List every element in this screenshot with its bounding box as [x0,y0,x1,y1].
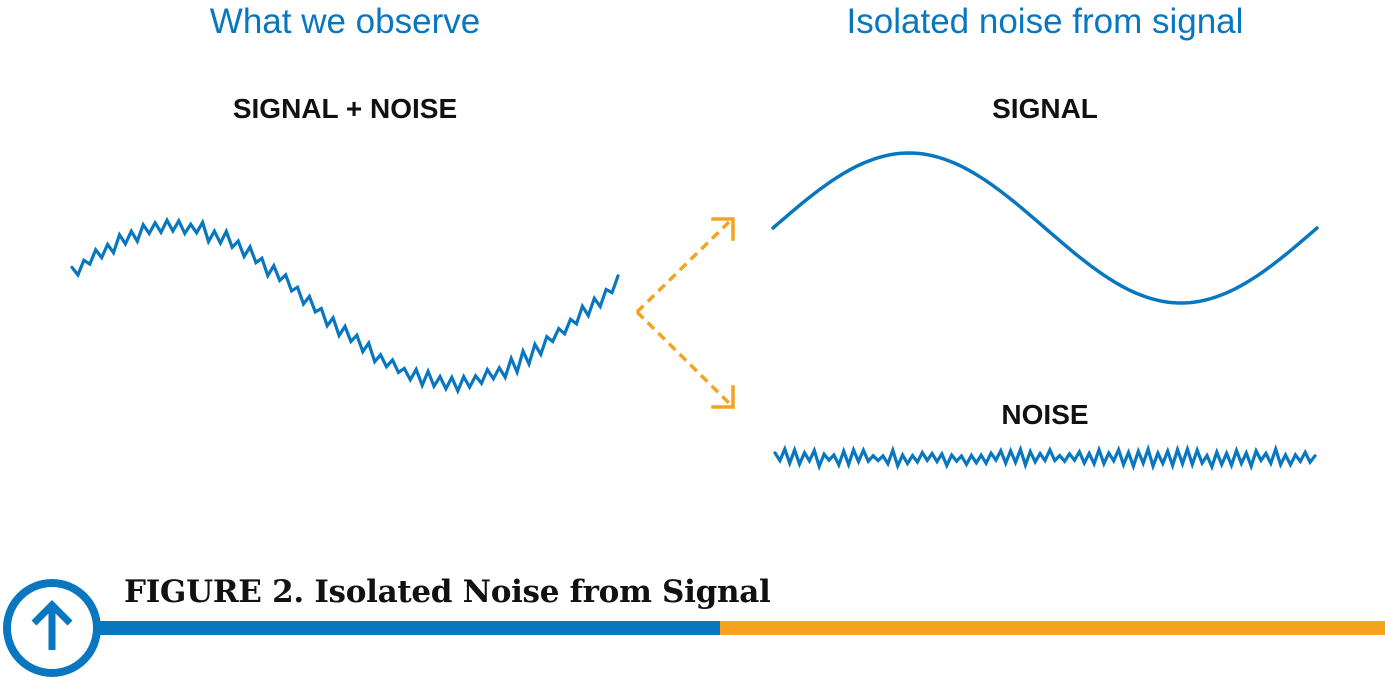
arrow-to-signal [635,220,731,314]
combined-wave [70,216,620,395]
arrow-to-noise [635,310,731,405]
arrow-to-noise-head [711,385,735,409]
noise-wave [773,443,1317,472]
label-signal: SIGNAL [992,93,1098,124]
figure-caption: FIGURE 2. Isolated Noise from Signal [124,574,771,610]
heading-what-we-observe: What we observe [209,2,481,41]
dashed-split-arrows-icon [635,217,735,409]
label-noise: NOISE [1001,399,1089,430]
signal-wave [771,151,1319,305]
label-signal-plus-noise: SIGNAL + NOISE [232,93,458,124]
up-arrow-icon [3,579,101,677]
caption-rule-blue [90,621,720,635]
heading-isolated-noise: Isolated noise from signal [846,2,1244,41]
arrow-to-signal-head [711,217,735,241]
caption-rule-orange [720,621,1385,635]
